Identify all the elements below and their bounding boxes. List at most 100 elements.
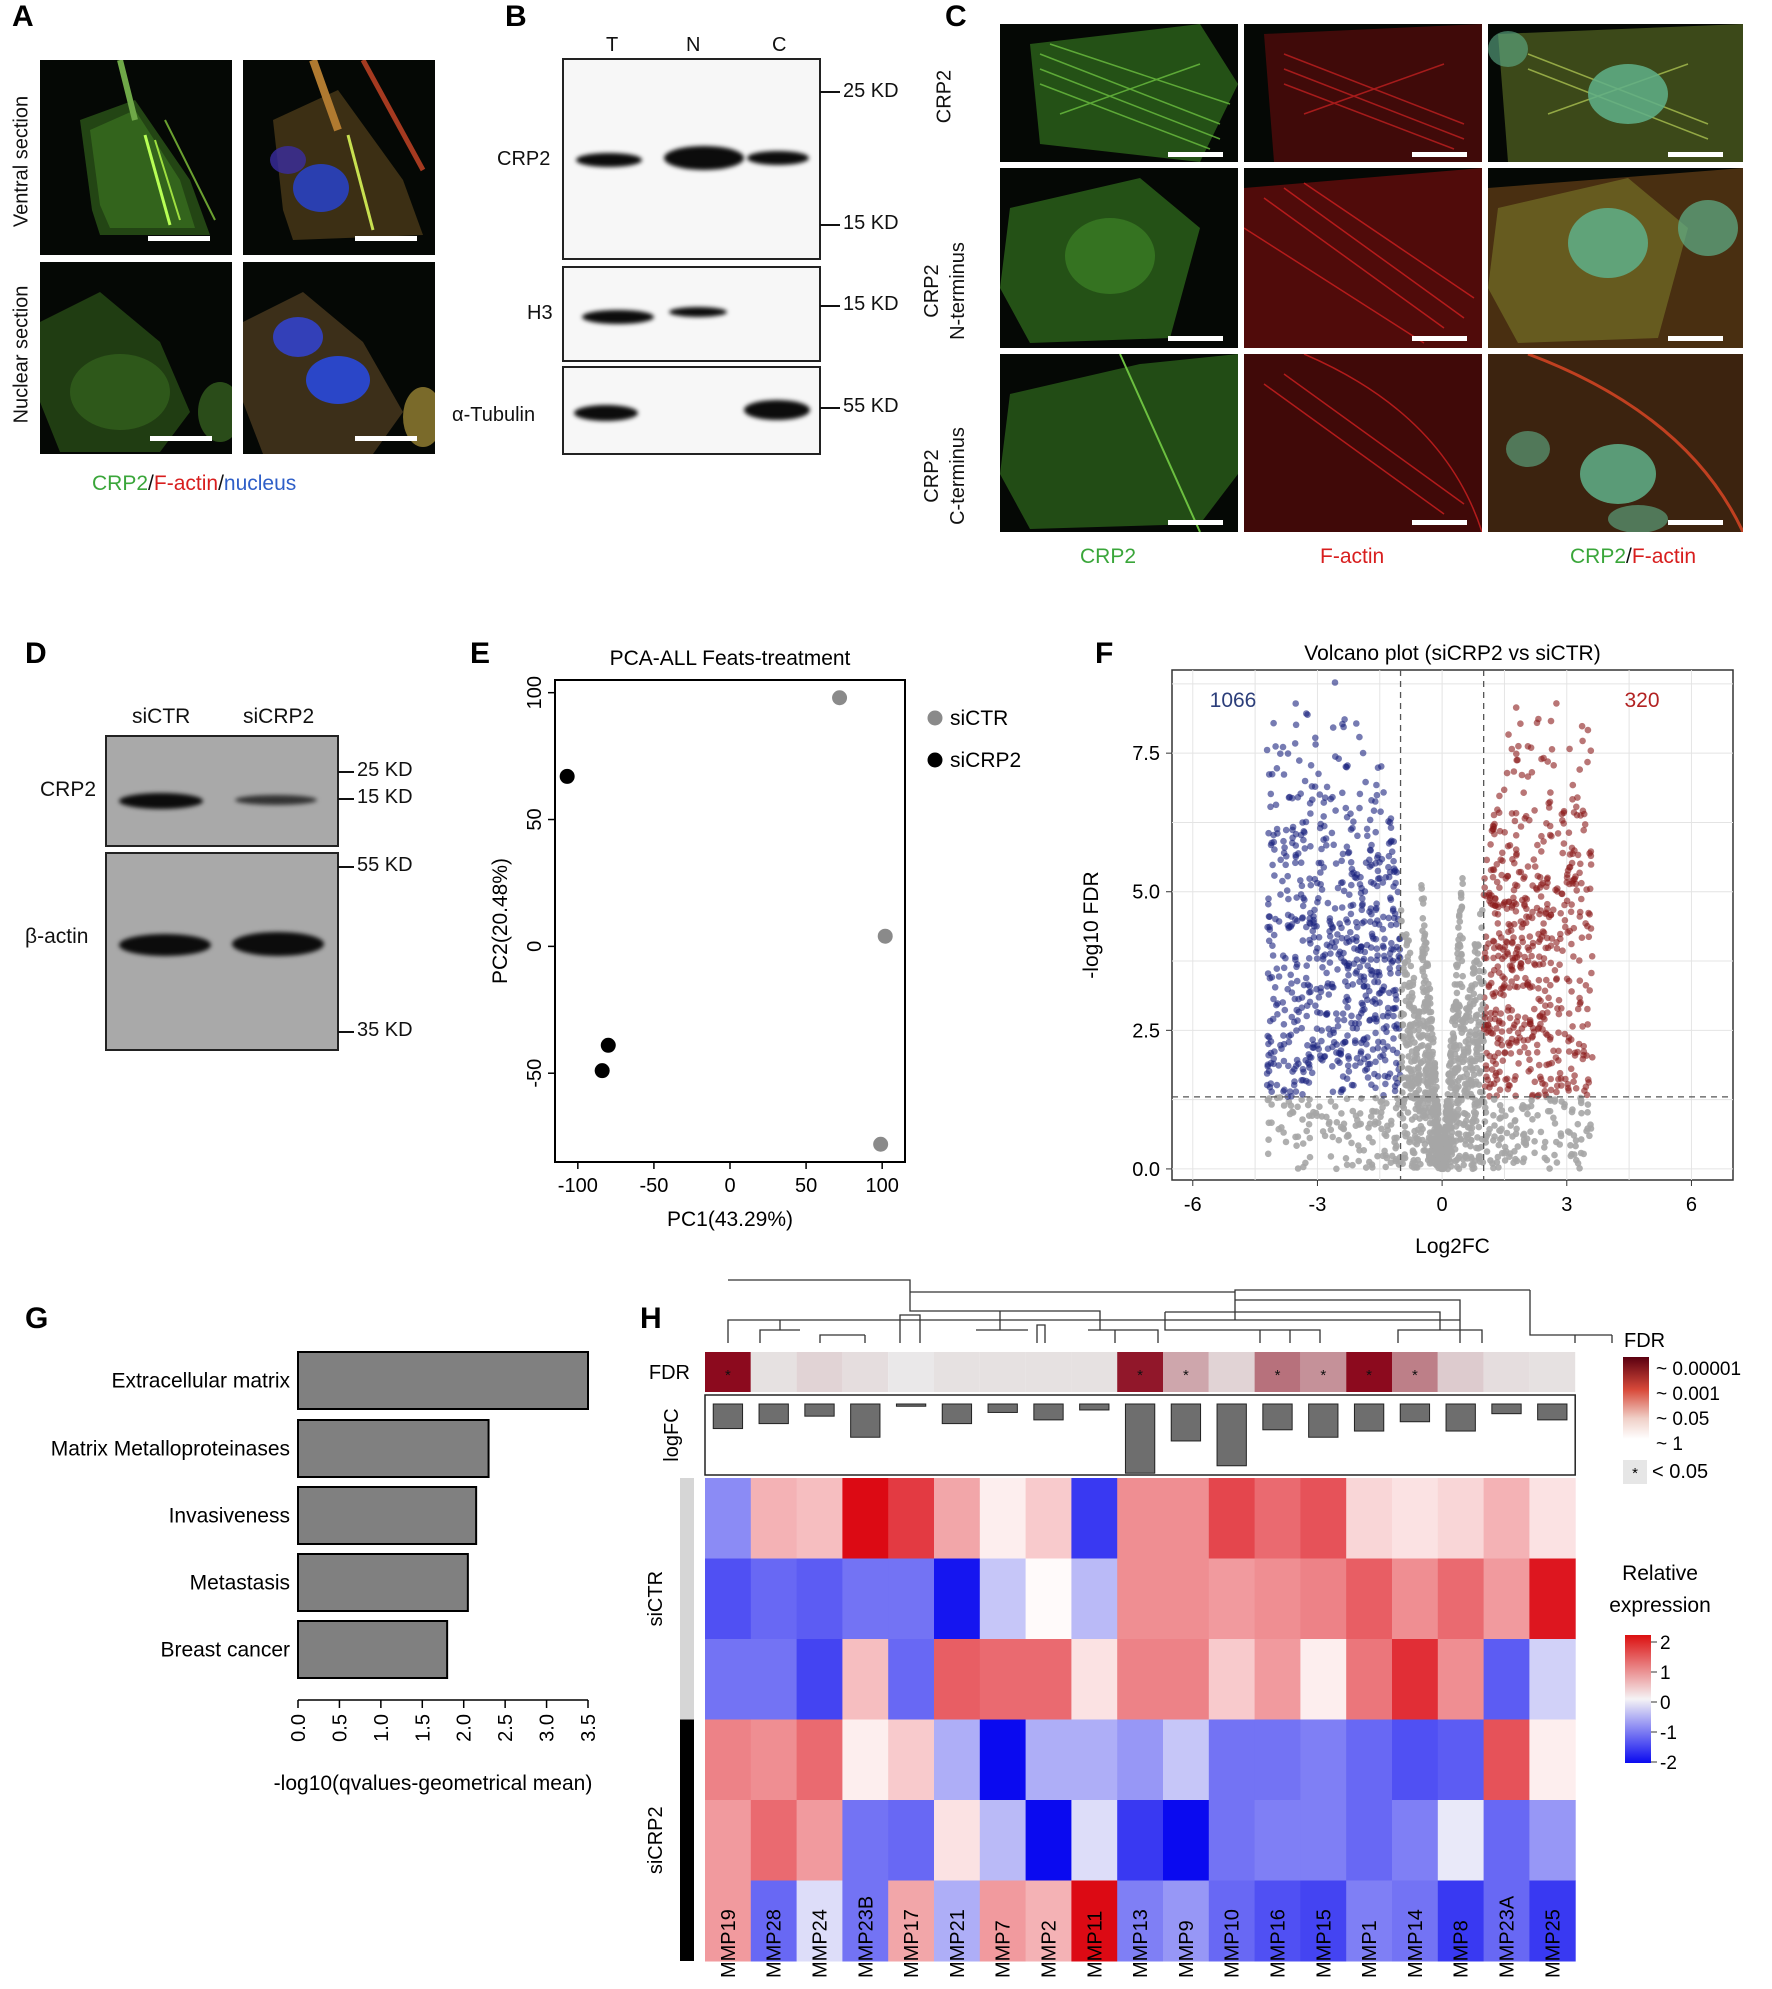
- data-point: [1294, 1017, 1301, 1024]
- data-point: [1303, 962, 1310, 969]
- data-point: [1366, 1120, 1374, 1127]
- data-point: [1280, 1032, 1287, 1039]
- data-point: [1567, 908, 1575, 916]
- bar: [297, 1553, 469, 1612]
- data-point: [832, 690, 848, 706]
- data-point: [1541, 1138, 1549, 1146]
- data-point: [1475, 974, 1483, 982]
- data-point: [1572, 1137, 1580, 1144]
- logfc-bar: [1353, 1403, 1385, 1432]
- row-group-label: siCTR: [645, 1571, 667, 1627]
- data-point: [1374, 867, 1382, 875]
- data-point: [1268, 839, 1275, 847]
- data-point: [1531, 1078, 1539, 1086]
- data-point: [1547, 1001, 1554, 1009]
- heatmap-cell: [1208, 1478, 1256, 1559]
- data-point: [1531, 807, 1538, 814]
- data-point: [1311, 923, 1318, 930]
- data-point: [1569, 1023, 1576, 1030]
- data-point: [1343, 813, 1351, 821]
- data-point: [1420, 1107, 1428, 1115]
- data-point: [1339, 1073, 1347, 1080]
- data-point: [1543, 976, 1550, 984]
- data-point: [1306, 875, 1313, 882]
- data-point: [1400, 964, 1407, 972]
- heatmap-cell: [888, 1558, 935, 1640]
- data-point: [1323, 1010, 1331, 1017]
- data-point: [1334, 1022, 1342, 1030]
- data-point: [1341, 959, 1349, 966]
- column-label: MMP9: [1176, 1920, 1198, 1978]
- heatmap-cell: [1254, 1800, 1301, 1881]
- data-point: [1390, 1005, 1398, 1012]
- data-point: [1515, 742, 1522, 750]
- data-point: [1552, 886, 1559, 894]
- data-point: [1300, 836, 1307, 844]
- data-point: [1320, 836, 1327, 843]
- sig-mark: *: [1183, 1367, 1189, 1384]
- data-point: [1513, 1157, 1521, 1165]
- data-point: [1288, 913, 1295, 920]
- heatmap-cell: [842, 1639, 889, 1720]
- data-point: [1331, 905, 1339, 912]
- data-point: [1274, 1011, 1281, 1018]
- heatmap-cell: [1392, 1880, 1439, 1962]
- data-point: [1270, 831, 1277, 839]
- data-point: [1481, 1118, 1489, 1125]
- data-point: [1426, 1077, 1433, 1085]
- data-point: [1475, 1021, 1482, 1029]
- heatmap-cell: [1392, 1478, 1439, 1559]
- data-point: [1509, 966, 1516, 974]
- data-point: [1263, 1081, 1271, 1089]
- y-axis-label: PC2(20.48%): [489, 858, 512, 984]
- data-point: [1495, 1049, 1502, 1057]
- data-point: [1483, 1148, 1491, 1155]
- data-point: [1491, 944, 1498, 952]
- data-point: [1546, 798, 1554, 806]
- data-point: [1579, 1023, 1586, 1030]
- data-point: [1293, 917, 1301, 925]
- data-point: [1372, 1029, 1379, 1037]
- data-point: [1316, 791, 1324, 798]
- data-point: [1312, 734, 1319, 742]
- data-point: [1446, 1105, 1454, 1113]
- data-point: [1499, 857, 1506, 865]
- data-point: [1365, 1134, 1373, 1141]
- data-point: [1411, 1073, 1418, 1081]
- data-point: [1394, 1079, 1401, 1087]
- data-point: [1295, 1060, 1302, 1067]
- data-point: [1415, 1009, 1423, 1017]
- data-point: [1317, 820, 1324, 828]
- data-point: [1299, 1065, 1307, 1073]
- data-point: [1315, 859, 1323, 867]
- column-label: MMP28: [764, 1909, 786, 1978]
- data-point: [1319, 964, 1326, 971]
- data-point: [1323, 783, 1331, 791]
- data-point: [1540, 955, 1548, 962]
- data-point: [1447, 1048, 1455, 1055]
- volcano-chart: Volcano plot (siCRP2 vs siCTR) -6 -3 0 3 6 0.0…: [1080, 642, 1734, 1258]
- data-point: [1570, 953, 1577, 960]
- data-point: [1548, 746, 1556, 753]
- data-point: [1584, 1021, 1591, 1028]
- marker-15kd: 15 KD: [357, 786, 413, 808]
- data-point: [1265, 829, 1272, 837]
- data-point: [1417, 1129, 1425, 1136]
- heatmap-cell: [1071, 1719, 1118, 1801]
- data-point: [1340, 1016, 1348, 1024]
- data-point: [1489, 1030, 1497, 1037]
- data-point: [1380, 913, 1387, 921]
- col-label-crp2: CRP2: [1080, 545, 1137, 568]
- data-point: [1439, 1160, 1447, 1168]
- heatmap-cell: [1208, 1558, 1256, 1640]
- data-point: [1553, 1088, 1560, 1096]
- data-point: [1310, 1041, 1317, 1048]
- data-point: [1418, 954, 1425, 961]
- data-point: [1584, 758, 1591, 766]
- data-point: [1482, 944, 1490, 951]
- data-point: [1318, 886, 1326, 893]
- data-point: [1431, 1061, 1439, 1068]
- data-point: [1313, 955, 1321, 962]
- y-tick-label: 7.5: [1132, 743, 1160, 765]
- data-point: [1526, 933, 1534, 940]
